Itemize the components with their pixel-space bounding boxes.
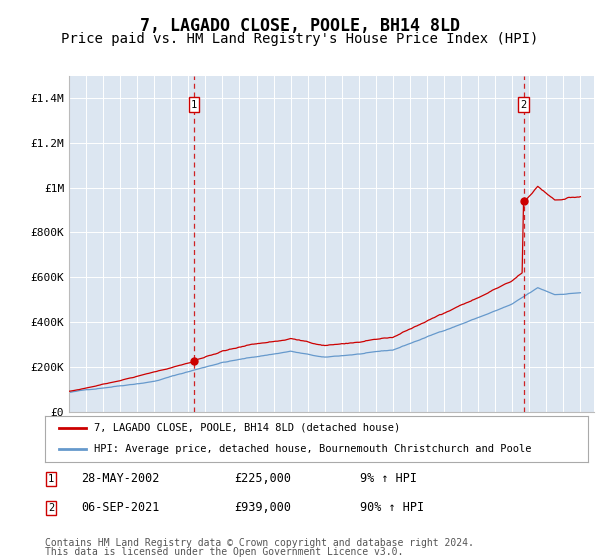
Text: 7, LAGADO CLOSE, POOLE, BH14 8LD: 7, LAGADO CLOSE, POOLE, BH14 8LD (140, 17, 460, 35)
Text: 28-MAY-2002: 28-MAY-2002 (81, 472, 160, 486)
Text: Contains HM Land Registry data © Crown copyright and database right 2024.: Contains HM Land Registry data © Crown c… (45, 538, 474, 548)
Text: £225,000: £225,000 (234, 472, 291, 486)
Text: 2: 2 (48, 503, 54, 513)
Text: Price paid vs. HM Land Registry's House Price Index (HPI): Price paid vs. HM Land Registry's House … (61, 32, 539, 46)
Text: 06-SEP-2021: 06-SEP-2021 (81, 501, 160, 515)
Text: This data is licensed under the Open Government Licence v3.0.: This data is licensed under the Open Gov… (45, 547, 403, 557)
Text: HPI: Average price, detached house, Bournemouth Christchurch and Poole: HPI: Average price, detached house, Bour… (94, 444, 532, 454)
Text: 2: 2 (520, 100, 527, 110)
Text: 7, LAGADO CLOSE, POOLE, BH14 8LD (detached house): 7, LAGADO CLOSE, POOLE, BH14 8LD (detach… (94, 423, 400, 432)
Text: 90% ↑ HPI: 90% ↑ HPI (360, 501, 424, 515)
Text: £939,000: £939,000 (234, 501, 291, 515)
Text: 1: 1 (191, 100, 197, 110)
Text: 1: 1 (48, 474, 54, 484)
Text: 9% ↑ HPI: 9% ↑ HPI (360, 472, 417, 486)
